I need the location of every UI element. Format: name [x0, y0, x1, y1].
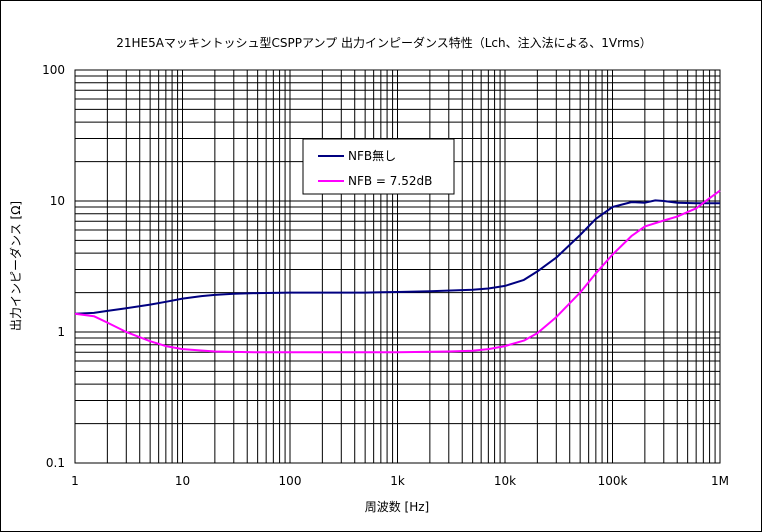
y-tick-label: 100 — [42, 63, 65, 77]
plot-area-border — [74, 69, 721, 464]
x-tick-label: 100k — [598, 474, 628, 488]
y-tick-label: 1 — [57, 325, 65, 339]
x-tick-label: 10k — [494, 474, 516, 488]
legend-label-nfb-on: NFB = 7.52dB — [348, 174, 432, 188]
y-tick-label: 10 — [50, 194, 65, 208]
chart-title: 21HE5Aマッキントッシュ型CSPPアンプ 出力インピーダンス特性（Lch、注… — [116, 35, 652, 50]
x-tick-label: 100 — [279, 474, 302, 488]
y-tick-labels: 0.1 1 10 100 — [42, 63, 65, 470]
x-axis-label: 周波数 [Hz] — [365, 499, 430, 514]
legend: NFB無し NFB = 7.52dB — [302, 138, 455, 195]
series-lines — [74, 189, 721, 354]
legend-box — [302, 138, 455, 195]
series-line-nfb-on — [74, 189, 721, 354]
grid-lines — [75, 70, 720, 463]
x-tick-label: 1k — [390, 474, 405, 488]
x-tick-labels: 1 10 100 1k 10k 100k 1M — [71, 474, 729, 488]
x-tick-label: 1M — [711, 474, 729, 488]
y-axis-label: 出力インピーダンス [Ω] — [8, 201, 23, 331]
x-tick-label: 1 — [71, 474, 79, 488]
y-tick-label: 0.1 — [46, 456, 65, 470]
legend-label-nfb-off: NFB無し — [348, 148, 396, 163]
series-line-nfb-off — [74, 199, 720, 315]
x-tick-label: 10 — [175, 474, 190, 488]
